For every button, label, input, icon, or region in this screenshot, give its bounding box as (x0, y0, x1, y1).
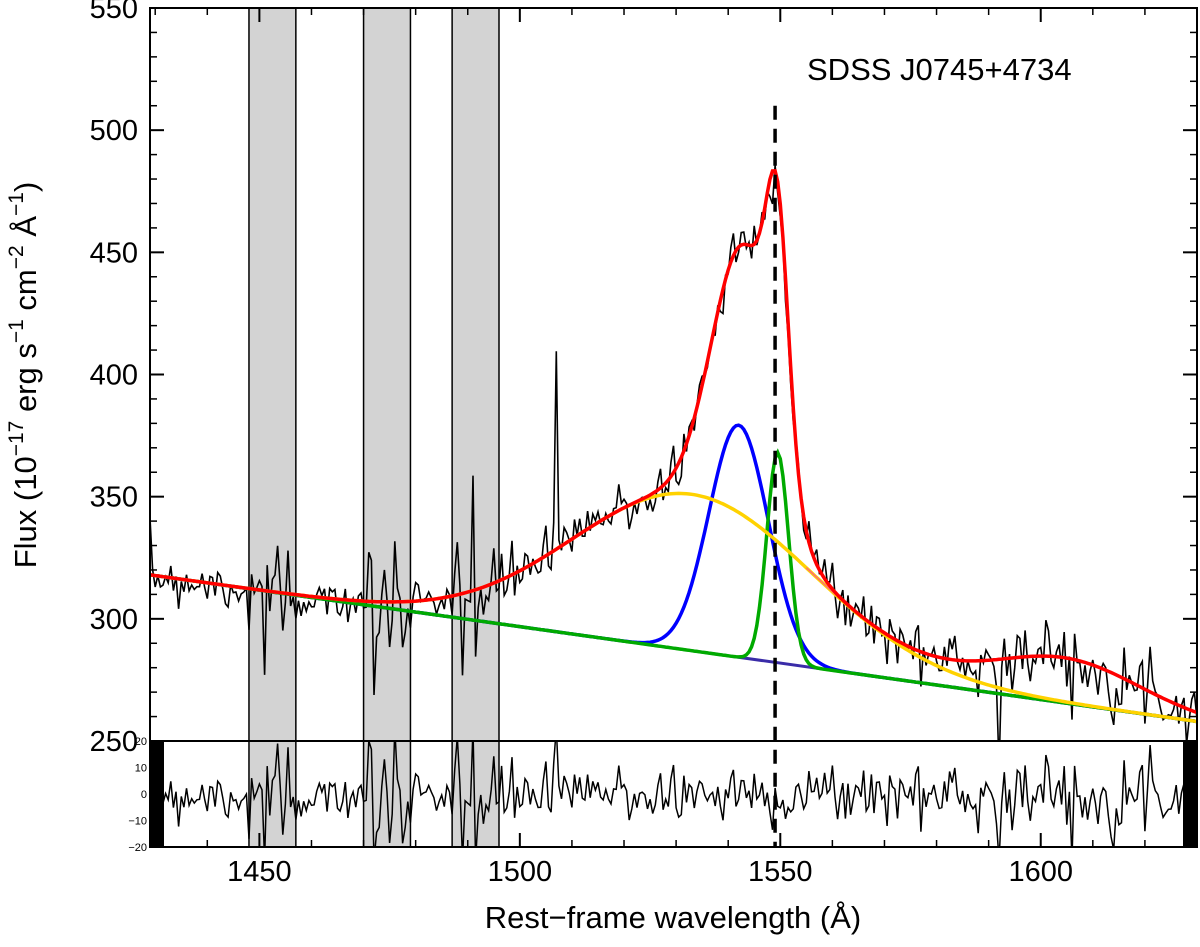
x-axis-label: Rest−frame wavelength (Å) (485, 900, 861, 935)
residual-tick-label-3: 10 (135, 763, 147, 775)
y-axis-label: Flux (10−17 erg s−1 cm−2 Å−1) (5, 182, 43, 569)
residual-axis-ticks: −20 −10 0 10 20 (128, 736, 160, 854)
x-tick-label-2: 1550 (748, 856, 813, 888)
y-tick-label-5: 500 (90, 115, 138, 147)
masked-region-0 (248, 7, 297, 848)
masked-region-1 (362, 7, 412, 848)
total-model-line (150, 168, 1197, 715)
residual-tick-label-4: 20 (135, 736, 147, 748)
y-tick-label-1: 300 (90, 604, 138, 636)
x-tick-label-1: 1500 (488, 856, 553, 888)
main-plot-frame (149, 7, 1198, 742)
y-tick-label-0: 250 (90, 726, 138, 758)
observed-spectrum-line (150, 165, 1197, 741)
object-name-label: SDSS J0745+4734 (807, 52, 1072, 87)
residual-tick-label-2: 0 (141, 789, 147, 801)
y-tick-label-3: 400 (90, 360, 138, 392)
residual-tick-label-1: −10 (128, 816, 147, 828)
y-tick-label-6: 550 (90, 0, 138, 25)
masked-regions (248, 7, 500, 848)
x-axis-ticks: 1450 1500 1550 1600 (154, 8, 1198, 888)
y-tick-label-4: 450 (90, 237, 138, 269)
y-axis-ticks: 250 300 350 400 450 500 550 (90, 0, 1197, 758)
masked-region-2 (451, 7, 500, 848)
residual-line (150, 741, 1197, 847)
residual-tick-label-0: −20 (128, 842, 147, 854)
residual-plot-frame (149, 740, 1198, 848)
y-tick-label-2: 350 (90, 482, 138, 514)
residual-right-bar (1183, 741, 1197, 847)
x-tick-label-3: 1600 (1008, 856, 1073, 888)
x-tick-label-0: 1450 (227, 856, 292, 888)
